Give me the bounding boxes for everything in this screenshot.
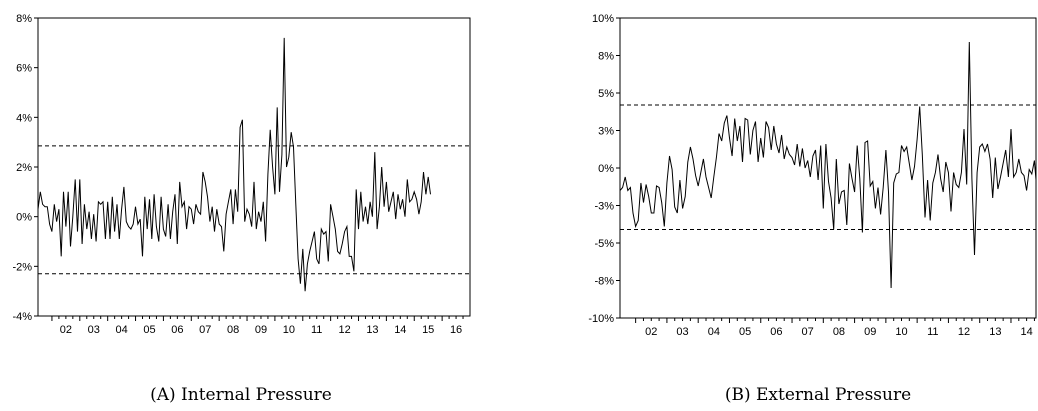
x-tick-label: 10 (895, 326, 907, 338)
y-tick-label: 6% (16, 63, 32, 75)
y-tick-label: -4% (12, 311, 32, 323)
caption-external-pressure: (B) External Pressure (725, 385, 911, 405)
x-tick-label: 14 (1020, 326, 1032, 338)
x-tick-label: 06 (171, 324, 183, 336)
y-tick-label: 2% (16, 162, 32, 174)
y-tick-label: 0% (598, 163, 614, 175)
series-line (619, 41, 1037, 289)
x-tick-label: 08 (227, 324, 239, 336)
x-tick-label: 11 (311, 324, 322, 336)
x-tick-label: 12 (958, 326, 970, 338)
caption-internal-pressure: (A) Internal Pressure (150, 385, 332, 405)
x-tick-label: 04 (708, 326, 720, 338)
y-tick-label: -2% (12, 261, 32, 273)
x-tick-label: 16 (450, 324, 462, 336)
x-tick-label: 07 (802, 326, 814, 338)
x-tick-label: 11 (927, 326, 938, 338)
series-line (37, 37, 431, 292)
plot-frame (37, 17, 471, 317)
y-tick-label: 0% (16, 212, 32, 224)
y-tick-label: 8% (598, 51, 614, 63)
x-tick-label: 10 (283, 324, 295, 336)
y-tick-label: 10% (592, 13, 614, 25)
x-tick-label: 13 (989, 326, 1001, 338)
x-tick-label: 07 (199, 324, 211, 336)
y-tick-label: 4% (16, 112, 32, 124)
x-tick-label: 06 (770, 326, 782, 338)
x-tick-label: 09 (864, 326, 876, 338)
x-tick-label: 15 (422, 324, 434, 336)
x-tick-label: 04 (115, 324, 127, 336)
x-tick-label: 14 (394, 324, 406, 336)
y-tick-label: -10% (588, 313, 614, 325)
x-tick-label: 09 (255, 324, 267, 336)
x-tick-label: 12 (338, 324, 350, 336)
chart-internal-pressure: -4% -2% 0% 2% 4% 6% 8% 02 03 04 05 06 07 08 09 10 11 12 13… (12, 13, 471, 336)
x-tick-label: 03 (676, 326, 688, 338)
y-tick-label: -8% (594, 276, 614, 288)
chart-external-pressure: -10% -8% -5% -3% 0% 3% 5% 8% 10% 02 03 04 05 06 07 08 09… (588, 13, 1037, 338)
x-tick-label: 05 (143, 324, 155, 336)
x-tick-label: 08 (833, 326, 845, 338)
x-tick-label: 02 (60, 324, 72, 336)
y-tick-label: -5% (594, 238, 614, 250)
x-tick-label: 02 (645, 326, 657, 338)
y-tick-label: 3% (598, 126, 614, 138)
x-tick-label: 03 (88, 324, 100, 336)
x-tick-label: 13 (366, 324, 378, 336)
y-tick-label: 8% (16, 13, 32, 25)
x-tick-label: 05 (739, 326, 751, 338)
y-tick-label: -3% (594, 201, 614, 213)
y-tick-label: 5% (598, 88, 614, 100)
